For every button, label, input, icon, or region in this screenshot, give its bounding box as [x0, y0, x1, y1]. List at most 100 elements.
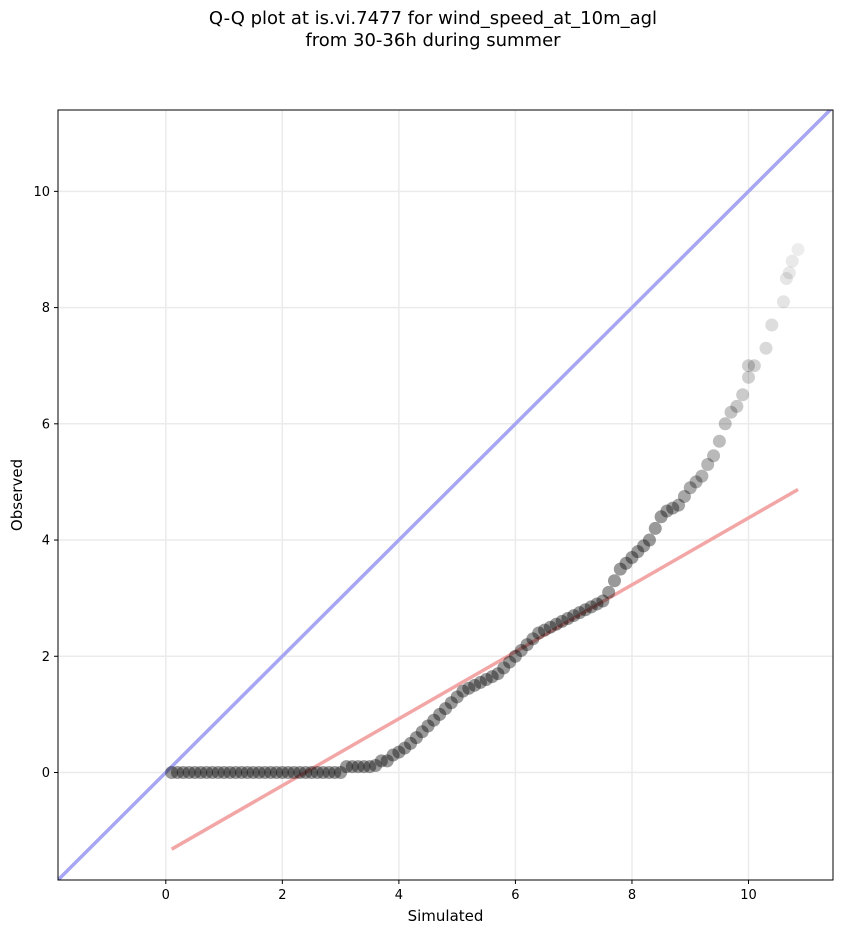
data-point: [310, 765, 324, 779]
data-point: [200, 765, 214, 779]
chart-subtitle: from 30-36h during summer: [305, 30, 561, 51]
grid-layer: [58, 110, 833, 880]
data-point: [549, 617, 563, 631]
data-point: [205, 765, 219, 779]
data-point: [776, 295, 790, 309]
data-point: [322, 765, 336, 779]
data-point: [293, 765, 307, 779]
data-point: [619, 556, 633, 570]
data-point: [538, 623, 552, 637]
data-point: [590, 597, 604, 611]
data-point: [526, 632, 540, 646]
data-point: [374, 754, 388, 768]
data-point: [567, 609, 581, 623]
data-point: [165, 765, 179, 779]
scatter-points: [165, 242, 805, 779]
data-point: [683, 481, 697, 495]
data-point: [785, 254, 799, 268]
data-point: [351, 760, 365, 774]
data-point: [281, 765, 295, 779]
data-point: [404, 736, 418, 750]
fit-line: [170, 487, 799, 851]
data-point: [718, 417, 732, 431]
data-point: [765, 318, 779, 332]
data-point: [724, 405, 738, 419]
data-point: [782, 266, 796, 280]
data-point: [217, 765, 231, 779]
data-point: [543, 620, 557, 634]
data-point: [473, 675, 487, 689]
reference-lines: [58, 110, 833, 880]
data-point: [275, 765, 289, 779]
data-point: [176, 765, 190, 779]
data-point: [759, 341, 773, 355]
data-point: [712, 434, 726, 448]
data-point: [258, 765, 272, 779]
data-point: [648, 521, 662, 535]
plot-frame: [57, 109, 834, 881]
data-point: [339, 760, 353, 774]
data-point: [625, 550, 639, 564]
y-tick-label: 0: [42, 766, 50, 781]
data-point: [573, 606, 587, 620]
x-tick-label: 8: [628, 888, 636, 903]
data-point: [479, 673, 493, 687]
data-point: [555, 614, 569, 628]
data-point: [485, 670, 499, 684]
x-tick-label: 0: [162, 888, 170, 903]
data-point: [491, 667, 505, 681]
data-point: [672, 498, 686, 512]
data-point: [607, 574, 621, 588]
x-tick-label: 6: [511, 888, 519, 903]
x-tick-label: 10: [740, 888, 757, 903]
data-point: [613, 562, 627, 576]
data-point: [701, 457, 715, 471]
data-point: [468, 678, 482, 692]
data-point: [730, 399, 744, 413]
data-point: [415, 725, 429, 739]
x-tick-label: 2: [278, 888, 286, 903]
data-point: [398, 741, 412, 755]
data-point: [287, 765, 301, 779]
data-point: [235, 765, 249, 779]
data-point: [631, 545, 645, 559]
data-point: [736, 388, 750, 402]
data-point: [456, 684, 470, 698]
data-point: [246, 765, 260, 779]
data-point: [677, 489, 691, 503]
data-point: [264, 765, 278, 779]
data-point: [304, 765, 318, 779]
data-point: [229, 765, 243, 779]
data-point: [299, 765, 313, 779]
data-point: [497, 661, 511, 675]
chart-title: Q-Q plot at is.vi.7477 for wind_speed_at…: [208, 8, 658, 29]
y-tick-label: 10: [33, 185, 50, 200]
data-point: [654, 510, 668, 524]
y-axis-label: Observed: [8, 459, 26, 531]
data-point: [503, 655, 517, 669]
data-point: [211, 765, 225, 779]
data-point: [316, 765, 330, 779]
data-point: [386, 748, 400, 762]
data-point: [637, 539, 651, 553]
data-point: [421, 719, 435, 733]
data-point: [328, 765, 342, 779]
data-point: [742, 370, 756, 384]
data-point: [369, 759, 383, 773]
data-point: [747, 359, 761, 373]
data-point: [270, 765, 284, 779]
x-axis-label: Simulated: [408, 907, 484, 925]
data-point: [779, 272, 793, 286]
data-point: [433, 707, 447, 721]
data-point: [532, 626, 546, 640]
x-tick-label: 4: [395, 888, 403, 903]
data-point: [444, 696, 458, 710]
data-point: [392, 745, 406, 759]
data-point: [252, 765, 266, 779]
data-point: [508, 649, 522, 663]
data-point: [596, 594, 610, 608]
data-point: [427, 713, 441, 727]
data-point: [602, 585, 616, 599]
data-point: [194, 765, 208, 779]
